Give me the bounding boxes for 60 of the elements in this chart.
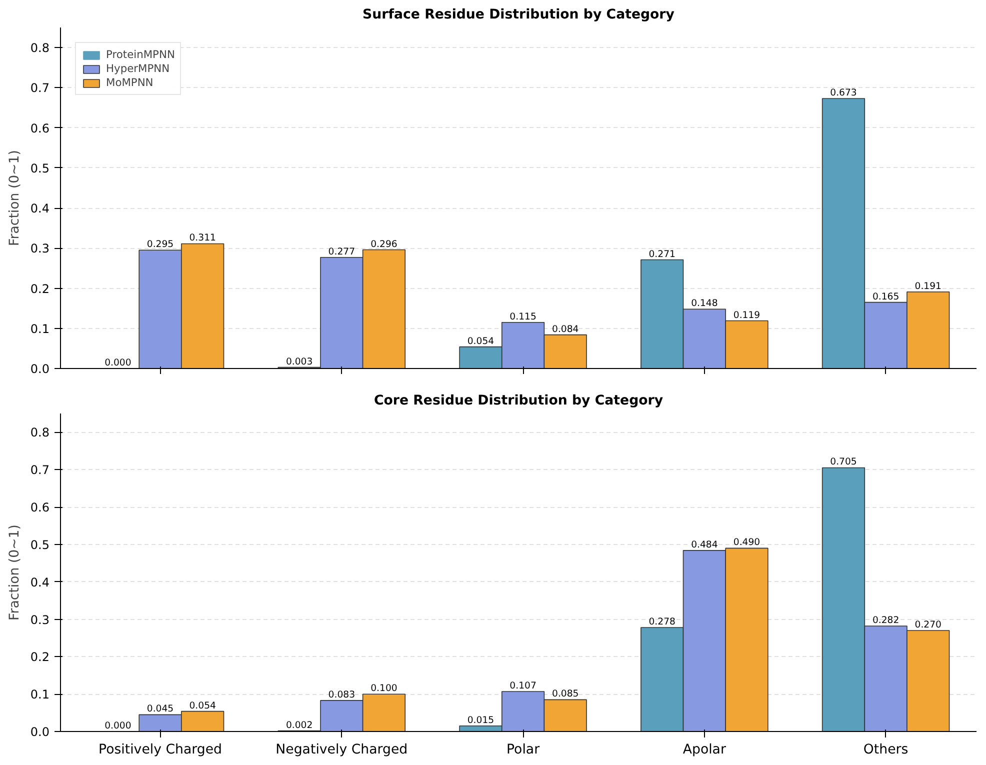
- data-label: 0.107: [510, 680, 536, 692]
- data-label: 0.191: [914, 280, 942, 292]
- data-label: 0.278: [648, 616, 676, 628]
- x-tick-label: Apolar: [682, 742, 726, 758]
- y-tick-label: 0.7: [30, 463, 50, 478]
- data-label: 0.100: [370, 683, 398, 694]
- y-tick-label: 0.5: [30, 538, 50, 552]
- y-tick-label: 0.8: [30, 426, 50, 440]
- data-label: 0.054: [467, 336, 494, 347]
- y-tick-label: 0.6: [30, 121, 50, 136]
- data-label: 0.084: [552, 324, 579, 335]
- data-label: 0.000: [104, 720, 132, 732]
- legend-label: HyperMPNN: [106, 62, 170, 75]
- data-label: 0.705: [830, 456, 857, 468]
- x-tick-label: Positively Charged: [98, 742, 222, 758]
- x-tick-label: Negatively Charged: [276, 742, 408, 758]
- data-label: 0.311: [189, 232, 216, 244]
- data-label: 0.282: [872, 615, 900, 626]
- data-label: 0.015: [467, 714, 494, 726]
- y-tick-label: 0.5: [30, 161, 50, 176]
- y-tick-label: 0.0: [30, 362, 50, 376]
- chart-title: Core Residue Distribution by Category: [374, 394, 664, 408]
- data-label: 0.003: [286, 356, 313, 368]
- y-tick-label: 0.6: [30, 500, 50, 515]
- data-label: 0.271: [648, 248, 676, 260]
- legend-label: MoMPNN: [106, 76, 154, 89]
- data-label: 0.484: [691, 539, 718, 550]
- y-tick-label: 0.1: [30, 322, 50, 336]
- data-label: 0.115: [510, 311, 536, 322]
- data-label: 0.083: [328, 689, 356, 700]
- y-tick-label: 0.4: [30, 575, 50, 590]
- data-label: 0.045: [146, 704, 174, 715]
- data-label: 0.002: [286, 720, 313, 731]
- y-tick-label: 0.3: [30, 242, 50, 256]
- y-tick-label: 0.2: [30, 282, 50, 296]
- data-label: 0.148: [691, 298, 718, 310]
- data-label: 0.673: [830, 88, 857, 99]
- x-tick-label: Others: [863, 742, 908, 758]
- data-label: 0.270: [914, 619, 942, 630]
- y-tick-label: 0.4: [30, 202, 50, 216]
- data-label: 0.000: [104, 358, 132, 368]
- y-tick-label: 0.3: [30, 612, 50, 627]
- y-tick-label: 0.0: [30, 725, 50, 739]
- x-tick-label: Polar: [506, 742, 540, 758]
- data-label: 0.165: [872, 291, 900, 302]
- y-tick-label: 0.2: [30, 650, 50, 664]
- chart-title: Surface Residue Distribution by Category: [362, 8, 675, 22]
- y-axis-title: Fraction (0~1): [7, 524, 22, 620]
- data-label: 0.296: [370, 238, 398, 250]
- data-label: 0.295: [146, 239, 174, 250]
- legend-label: ProteinMPNN: [106, 48, 175, 61]
- data-label: 0.277: [328, 246, 356, 258]
- data-label: 0.054: [189, 700, 216, 712]
- y-tick-label: 0.8: [30, 41, 50, 56]
- data-label: 0.119: [733, 310, 760, 321]
- y-tick-label: 0.7: [30, 81, 50, 96]
- y-axis-title: Fraction (0~1): [7, 150, 22, 246]
- data-label: 0.085: [552, 688, 579, 700]
- data-label: 0.490: [733, 537, 760, 548]
- y-tick-label: 0.1: [30, 688, 50, 702]
